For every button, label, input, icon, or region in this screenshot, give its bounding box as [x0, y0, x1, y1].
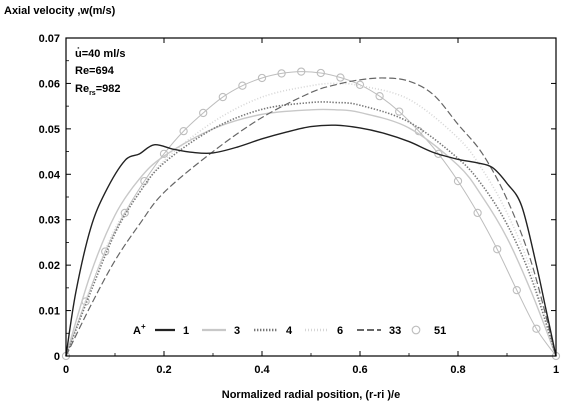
y-tick-label: 0.03 [39, 215, 60, 227]
legend-label-1: 1 [183, 325, 189, 337]
legend-title: A+ [133, 322, 146, 337]
y-tick-label: 0 [54, 351, 60, 363]
series-marker-51 [434, 149, 443, 158]
y-tick-label: 0.05 [39, 124, 60, 136]
series-marker-51 [179, 126, 188, 136]
x-tick-label: 0 [63, 364, 69, 376]
series-line-1 [65, 124, 557, 357]
series-marker-51 [199, 108, 208, 118]
annotation-re-rs-prefix: Re [75, 83, 89, 95]
series-marker-51 [473, 208, 482, 218]
series-marker-51 [120, 208, 129, 218]
series-marker-51 [316, 68, 325, 78]
legend-label-3: 3 [234, 325, 240, 337]
series-marker-51 [453, 176, 463, 186]
series-marker-51 [277, 69, 286, 78]
series-marker-51 [512, 285, 521, 295]
series-line-33 [65, 77, 557, 357]
series-line-4 [65, 101, 557, 357]
y-axis-title: Axial velocity ,w(m/s) [4, 5, 116, 17]
legend-label-4: 4 [286, 325, 293, 337]
y-tick-label: 0.01 [39, 306, 60, 318]
annotation-re-rs-sub: rs [89, 90, 96, 97]
annotation-re: Re=694 [75, 65, 115, 77]
y-tick-label: 0.07 [39, 33, 60, 45]
legend-label-33: 33 [389, 325, 401, 337]
x-tick-label: 0.4 [254, 364, 270, 376]
series-marker-51 [218, 92, 227, 102]
legend-swatch-51 [411, 325, 421, 335]
annotation-flow-rate: u̇=40 ml/s [75, 47, 125, 60]
series-marker-51 [238, 81, 247, 90]
annotation-re-rs: Rers=982 [75, 83, 120, 97]
series-line-6 [65, 82, 557, 357]
series-marker-51 [375, 91, 384, 101]
series-marker-51 [257, 73, 267, 83]
series-marker-51 [297, 67, 306, 76]
y-tick-label: 0.02 [39, 260, 60, 272]
legend-label-6: 6 [337, 325, 343, 337]
series-marker-51 [532, 324, 541, 333]
series-marker-51 [355, 80, 365, 89]
series-marker-51 [336, 73, 345, 82]
y-tick-label: 0.06 [39, 78, 60, 90]
x-axis-title: Normalized radial position, (r-ri )/e [222, 389, 400, 401]
series-marker-51 [395, 107, 404, 116]
legend-label-51: 51 [434, 325, 446, 337]
x-tick-label: 0.8 [450, 364, 465, 376]
x-tick-label: 0.6 [352, 364, 367, 376]
annotation-re-rs-value: =982 [96, 83, 121, 95]
x-tick-label: 0.2 [156, 364, 171, 376]
y-tick-label: 0.04 [39, 169, 61, 181]
x-tick-label: 1 [553, 364, 559, 376]
series-marker-51 [493, 245, 502, 254]
series-line-3 [65, 108, 557, 357]
